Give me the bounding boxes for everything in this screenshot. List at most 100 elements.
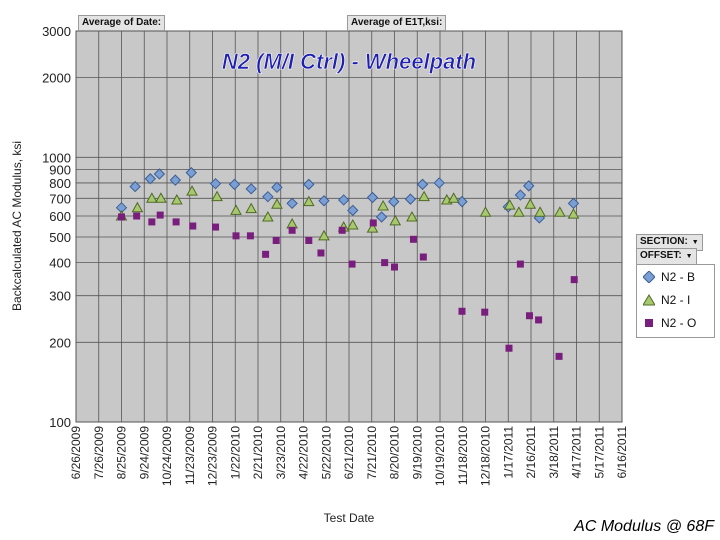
x-tick-label: 2/16/2011	[524, 426, 538, 479]
data-point	[389, 214, 402, 226]
data-point	[553, 206, 566, 217]
data-point	[317, 249, 325, 257]
y-tick-label: 3000	[42, 24, 71, 39]
data-point	[348, 260, 356, 268]
offset-label: OFFSET:	[640, 250, 682, 261]
x-tick-label: 6/21/2010	[342, 426, 356, 480]
x-tick-label: 6/16/2011	[615, 426, 629, 479]
data-point	[148, 218, 156, 226]
data-point	[366, 191, 379, 204]
data-point	[155, 192, 167, 203]
data-point	[381, 259, 389, 267]
chevron-down-icon: ▼	[685, 253, 693, 260]
y-gridlines	[76, 30, 622, 423]
data-point	[262, 210, 274, 222]
data-point	[337, 194, 350, 206]
section-label: SECTION:	[640, 236, 688, 247]
data-points	[115, 166, 580, 360]
x-tick-label: 4/17/2011	[570, 426, 584, 479]
data-point	[318, 195, 330, 207]
data-point	[302, 195, 315, 207]
x-tick-label: 5/17/2011	[592, 426, 606, 479]
x-tick-label: 8/25/2009	[115, 426, 129, 480]
diamond-marker-icon	[643, 271, 655, 283]
x-tick-label: 5/22/2010	[319, 426, 333, 480]
x-tick-label: 12/23/2009	[206, 426, 220, 486]
x-tick-label: 1/22/2010	[228, 426, 242, 480]
data-point	[513, 206, 525, 217]
data-point	[555, 352, 563, 360]
y-tick-label: 900	[49, 162, 71, 177]
data-point	[458, 307, 466, 315]
x-tick-label: 9/19/2010	[410, 426, 424, 480]
data-point	[145, 192, 158, 203]
data-point	[209, 177, 222, 190]
data-point	[171, 193, 183, 205]
data-point	[570, 276, 578, 284]
data-point	[347, 204, 359, 217]
y-tick-label: 1000	[42, 150, 71, 165]
data-point	[129, 180, 141, 193]
offset-dropdown[interactable]: OFFSET: ▼	[636, 248, 697, 265]
data-point	[433, 177, 445, 189]
data-point	[172, 218, 180, 226]
data-point	[305, 236, 313, 244]
data-point	[406, 210, 418, 222]
data-point	[272, 236, 280, 244]
legend-label: N2 - B	[661, 270, 696, 284]
data-point	[156, 211, 164, 219]
data-point	[366, 222, 379, 233]
x-tick-label: 9/24/2009	[137, 426, 151, 480]
x-tick-label: 10/19/2010	[433, 426, 447, 486]
pivot-filter-average-date[interactable]: Average of Date:	[78, 15, 166, 31]
x-tick-label: 11/23/2009	[183, 426, 197, 485]
legend-label: N2 - I	[661, 293, 691, 307]
data-point	[212, 223, 220, 231]
x-tick-label: 2/21/2010	[251, 426, 265, 480]
x-axis-label: Test Date	[324, 511, 375, 525]
data-point	[133, 212, 141, 220]
y-tick-label: 700	[49, 191, 71, 206]
data-point	[534, 206, 546, 217]
data-point	[535, 316, 543, 324]
square-marker-icon	[645, 319, 653, 327]
pivot-filter-label: Average of Date:	[82, 17, 162, 28]
footer-caption: AC Modulus @ 68F	[574, 518, 714, 535]
data-point	[245, 183, 257, 195]
data-point	[516, 260, 524, 268]
data-point	[479, 206, 492, 217]
data-point	[391, 263, 398, 271]
data-point	[262, 250, 270, 258]
data-point	[262, 190, 274, 203]
data-point	[286, 197, 298, 210]
x-tick-label: 11/18/2010	[456, 426, 470, 485]
x-axis-ticks: 6/26/2009 7/26/2009 8/25/2009 9/24/2009 10/2…	[69, 426, 629, 486]
data-point	[232, 232, 240, 240]
legend-label: N2 - O	[661, 316, 697, 330]
x-tick-label: 1/17/2011	[501, 426, 515, 479]
legend: N2 - B N2 - I N2 - O	[636, 264, 715, 338]
data-point	[503, 199, 516, 210]
legend-item-b: N2 - B	[643, 268, 695, 286]
data-point	[288, 226, 296, 234]
y-tick-label: 600	[49, 209, 71, 224]
data-point	[346, 218, 359, 230]
data-point	[230, 204, 242, 215]
data-point	[404, 193, 417, 205]
data-point	[271, 198, 283, 209]
pivot-filter-average-e1t[interactable]: Average of E1T,ksi:	[347, 15, 447, 31]
data-point	[245, 202, 258, 214]
data-point	[567, 208, 580, 219]
data-point	[228, 178, 241, 191]
data-point	[153, 168, 166, 180]
chart-title: N2 (M/I Ctrl) - Wheelpath	[222, 49, 476, 74]
data-point	[447, 192, 460, 203]
y-tick-label: 2000	[42, 71, 71, 86]
y-tick-label: 100	[49, 415, 71, 430]
data-point	[375, 211, 388, 223]
y-tick-label: 200	[49, 335, 71, 350]
pivot-filter-label: Average of E1T,ksi:	[351, 17, 443, 28]
legend-item-i: N2 - I	[643, 291, 690, 309]
data-point	[186, 185, 198, 196]
